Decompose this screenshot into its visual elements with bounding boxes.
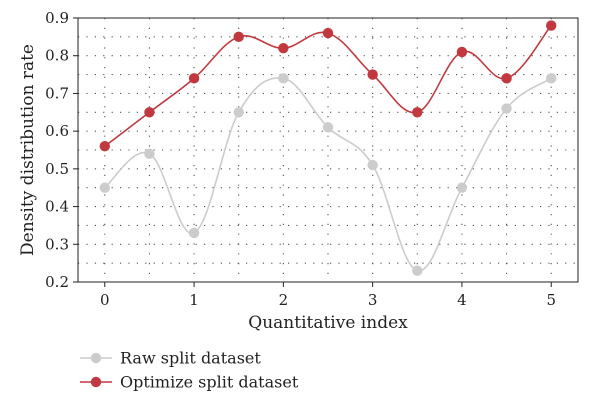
x-tick-label: 0 xyxy=(100,291,110,309)
data-point xyxy=(367,69,378,80)
legend-label: Raw split dataset xyxy=(120,349,261,368)
x-tick-label: 3 xyxy=(368,291,378,309)
data-point xyxy=(501,103,512,114)
data-point xyxy=(99,182,110,193)
data-point xyxy=(188,73,200,84)
data-point xyxy=(501,73,512,84)
y-axis-ticks: 0.2 0.3 0.4 0.5 0.6 0.7 0.8 0.9 xyxy=(45,9,78,291)
y-tick-label: 0.9 xyxy=(45,9,69,27)
data-point xyxy=(144,148,155,159)
y-tick-label: 0.4 xyxy=(45,198,69,216)
legend-item: Optimize split dataset xyxy=(80,373,299,392)
series-1 xyxy=(99,73,557,276)
data-point xyxy=(456,46,468,58)
series-2 xyxy=(99,20,557,152)
legend-marker xyxy=(90,352,102,364)
y-tick-label: 0.6 xyxy=(45,122,69,140)
y-tick-label: 0.5 xyxy=(45,160,69,178)
y-axis-title: Density distribution rate xyxy=(18,44,38,256)
series-line xyxy=(104,25,552,147)
legend-item: Raw split dataset xyxy=(80,349,261,368)
y-tick-label: 0.3 xyxy=(45,235,69,253)
plot-frame xyxy=(77,17,579,283)
x-tick-label: 2 xyxy=(279,291,289,309)
data-point xyxy=(456,182,468,193)
data-point xyxy=(99,141,110,152)
y-tick-label: 0.8 xyxy=(45,47,69,65)
data-point xyxy=(412,107,423,118)
x-axis-title: Quantitative index xyxy=(248,313,408,333)
data-point xyxy=(278,42,289,54)
x-axis-ticks: 0 1 2 3 4 5 xyxy=(100,282,556,309)
legend-marker xyxy=(90,376,102,388)
series-layer xyxy=(99,20,557,276)
x-tick-label: 4 xyxy=(457,291,467,309)
data-point xyxy=(412,265,423,276)
data-point xyxy=(278,73,289,84)
data-point xyxy=(188,227,200,239)
legend-label: Optimize split dataset xyxy=(120,373,299,392)
data-point xyxy=(233,31,244,43)
data-point xyxy=(546,20,557,31)
legend: Raw split dataset Optimize split dataset xyxy=(80,349,299,392)
data-point xyxy=(367,159,378,171)
x-tick-label: 1 xyxy=(189,291,199,309)
x-tick-label: 5 xyxy=(546,291,556,309)
data-point xyxy=(322,122,334,133)
data-point xyxy=(144,107,155,118)
data-point xyxy=(546,73,557,84)
y-tick-label: 0.2 xyxy=(45,273,69,291)
y-tick-label: 0.7 xyxy=(45,84,69,102)
data-point xyxy=(233,107,244,118)
data-point xyxy=(322,27,334,39)
